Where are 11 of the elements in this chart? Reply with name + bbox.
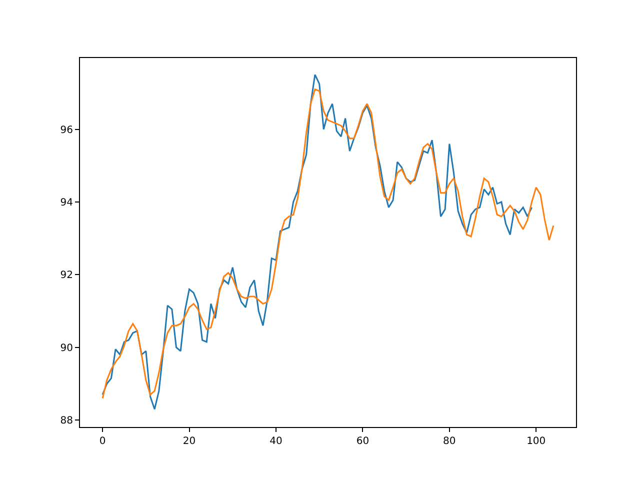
y-tick-label: 92 (60, 270, 73, 282)
x-tick-label: 100 (526, 436, 546, 447)
y-tick-label: 94 (60, 197, 73, 208)
x-tick-label: 60 (356, 436, 370, 447)
y-tick-label: 88 (60, 416, 73, 427)
x-tick-label: 40 (270, 436, 282, 447)
x-tick-label: 80 (443, 436, 456, 447)
y-tick-label: 96 (60, 124, 73, 136)
x-tick-label: 20 (182, 436, 196, 447)
y-tick-label: 90 (60, 342, 73, 354)
x-tick-label: 0 (99, 436, 106, 447)
